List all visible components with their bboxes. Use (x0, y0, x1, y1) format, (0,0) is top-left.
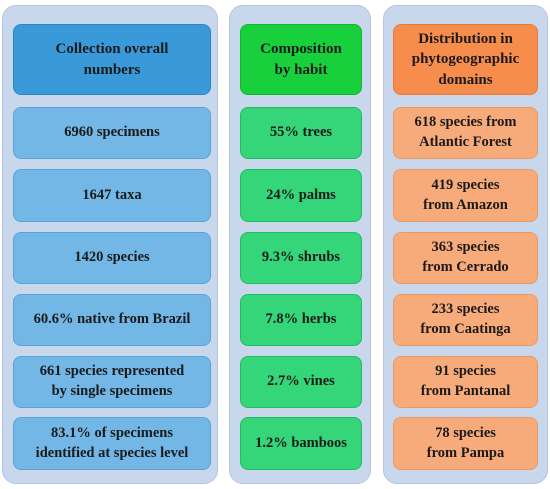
domains-item-amazon: 419 species from Amazon (393, 169, 538, 222)
collection-item-native: 60.6% native from Brazil (13, 294, 211, 346)
phytogeographic-domains-panel: Distribution in phytogeographic domains … (383, 5, 548, 484)
collection-item-identified: 83.1% of specimens identified at species… (13, 417, 211, 470)
habit-item-trees: 55% trees (240, 107, 362, 159)
habit-item-shrubs: 9.3% shrubs (240, 232, 362, 284)
domains-item-cerrado: 363 species from Cerrado (393, 232, 538, 284)
habit-item-vines: 2.7% vines (240, 356, 362, 408)
collection-header: Collection overall numbers (13, 24, 211, 95)
habit-item-bamboos: 1.2% bamboos (240, 417, 362, 470)
habit-item-herbs: 7.8% herbs (240, 294, 362, 346)
domains-item-pantanal: 91 species from Pantanal (393, 356, 538, 408)
collection-item-single-specimens: 661 species represented by single specim… (13, 356, 211, 408)
domains-item-atlantic-forest: 618 species from Atlantic Forest (393, 107, 538, 159)
domains-item-caatinga: 233 species from Caatinga (393, 294, 538, 346)
collection-item-species: 1420 species (13, 232, 211, 284)
habit-header: Composition by habit (240, 24, 362, 95)
collection-item-specimens: 6960 specimens (13, 107, 211, 159)
composition-by-habit-panel: Composition by habit 55% trees 24% palms… (229, 5, 371, 484)
domains-item-pampa: 78 species from Pampa (393, 417, 538, 470)
collection-overall-panel: Collection overall numbers 6960 specimen… (2, 5, 218, 484)
collection-item-taxa: 1647 taxa (13, 169, 211, 222)
habit-item-palms: 24% palms (240, 169, 362, 222)
domains-header: Distribution in phytogeographic domains (393, 24, 538, 95)
